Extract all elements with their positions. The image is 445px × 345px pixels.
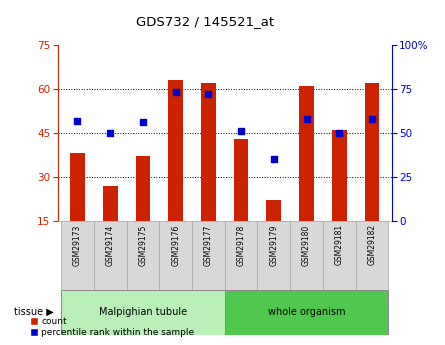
Bar xyxy=(234,139,248,221)
Point xyxy=(107,130,114,136)
Text: Malpighian tubule: Malpighian tubule xyxy=(99,307,187,317)
Bar xyxy=(290,221,323,290)
Bar xyxy=(201,83,216,221)
Bar xyxy=(299,86,314,221)
Point xyxy=(238,128,245,134)
Text: whole organism: whole organism xyxy=(268,307,345,317)
Text: GSM29177: GSM29177 xyxy=(204,224,213,266)
Bar xyxy=(192,221,225,290)
Bar xyxy=(332,130,347,221)
Text: GSM29181: GSM29181 xyxy=(335,224,344,265)
Point xyxy=(139,119,146,125)
Bar xyxy=(70,153,85,221)
Bar xyxy=(323,221,356,290)
Bar xyxy=(356,221,388,290)
Point xyxy=(205,91,212,97)
Bar xyxy=(103,186,117,221)
Text: GSM29182: GSM29182 xyxy=(368,224,376,265)
Point xyxy=(172,90,179,95)
Text: GSM29176: GSM29176 xyxy=(171,224,180,266)
Bar xyxy=(225,290,388,335)
Point xyxy=(368,116,376,121)
Bar xyxy=(61,290,225,335)
Legend: count, percentile rank within the sample: count, percentile rank within the sample xyxy=(27,314,198,341)
Text: GSM29175: GSM29175 xyxy=(138,224,147,266)
Point xyxy=(270,157,277,162)
Bar xyxy=(159,221,192,290)
Point xyxy=(74,118,81,123)
Text: GSM29179: GSM29179 xyxy=(269,224,278,266)
Bar xyxy=(258,221,290,290)
Text: GSM29180: GSM29180 xyxy=(302,224,311,266)
Text: tissue ▶: tissue ▶ xyxy=(14,307,53,317)
Point xyxy=(336,130,343,136)
Bar xyxy=(225,221,258,290)
Text: GDS732 / 145521_at: GDS732 / 145521_at xyxy=(136,14,274,28)
Bar xyxy=(126,221,159,290)
Bar xyxy=(61,221,94,290)
Bar xyxy=(168,80,183,221)
Point xyxy=(303,116,310,121)
Text: GSM29174: GSM29174 xyxy=(106,224,115,266)
Bar xyxy=(364,83,379,221)
Text: GSM29178: GSM29178 xyxy=(237,224,246,266)
Bar xyxy=(267,200,281,221)
Text: GSM29173: GSM29173 xyxy=(73,224,82,266)
Bar xyxy=(94,221,126,290)
Bar xyxy=(136,156,150,221)
